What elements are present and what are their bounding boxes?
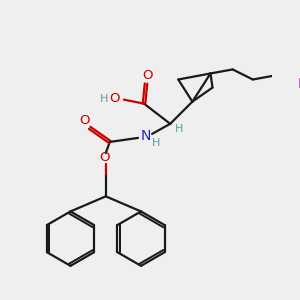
Text: O: O: [80, 114, 90, 127]
Text: H: H: [175, 124, 184, 134]
Text: H: H: [100, 94, 108, 103]
Text: H: H: [152, 138, 160, 148]
Text: O: O: [142, 69, 152, 82]
Text: O: O: [110, 92, 120, 105]
Text: O: O: [100, 151, 110, 164]
Text: N: N: [141, 129, 151, 143]
Text: F: F: [297, 76, 300, 91]
